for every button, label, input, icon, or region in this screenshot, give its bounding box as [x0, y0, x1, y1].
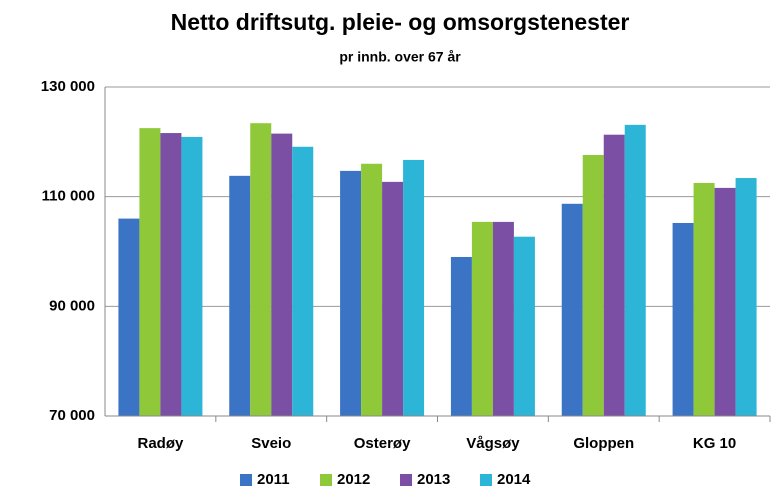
bar — [361, 163, 383, 416]
bar — [582, 154, 604, 416]
y-tick-label: 130 000 — [41, 78, 95, 95]
legend-swatch — [400, 474, 412, 486]
bar — [139, 128, 161, 416]
x-tick-label: Gloppen — [573, 435, 634, 452]
bar — [118, 218, 140, 416]
bar — [340, 170, 362, 416]
y-tick-label: 90 000 — [49, 297, 95, 314]
bar — [292, 146, 314, 417]
chart-title: Netto driftsutg. pleie- og omsorgstenest… — [171, 9, 630, 35]
bar — [561, 203, 583, 416]
chart-subtitle: pr innb. over 67 år — [339, 49, 461, 65]
bar — [250, 123, 272, 416]
bar — [271, 133, 293, 416]
bar — [513, 236, 535, 416]
bar — [714, 187, 736, 416]
bar — [450, 256, 472, 416]
x-tick-label: KG 10 — [693, 435, 736, 452]
bar — [181, 136, 203, 417]
y-tick-label: 70 000 — [49, 407, 95, 424]
x-tick-label: Vågsøy — [466, 435, 520, 452]
legend-swatch — [320, 474, 332, 486]
x-tick-label: Osterøy — [354, 435, 411, 452]
legend-label: 2013 — [417, 471, 450, 488]
bar — [229, 175, 251, 416]
legend-label: 2012 — [337, 471, 370, 488]
bar — [471, 221, 493, 416]
legend-label: 2014 — [497, 471, 531, 488]
x-tick-label: Radøy — [137, 435, 184, 452]
legend-swatch — [480, 474, 492, 486]
bar — [382, 181, 404, 416]
bar — [160, 133, 182, 416]
bar — [403, 159, 425, 416]
bar — [603, 134, 625, 416]
legend-label: 2011 — [257, 471, 290, 488]
bar — [624, 124, 646, 417]
bar — [735, 178, 757, 416]
bar — [672, 222, 694, 416]
x-tick-label: Sveio — [251, 435, 291, 452]
bar — [693, 182, 715, 416]
legend-swatch — [240, 474, 252, 486]
y-tick-label: 110 000 — [42, 188, 95, 205]
bar — [492, 221, 514, 416]
